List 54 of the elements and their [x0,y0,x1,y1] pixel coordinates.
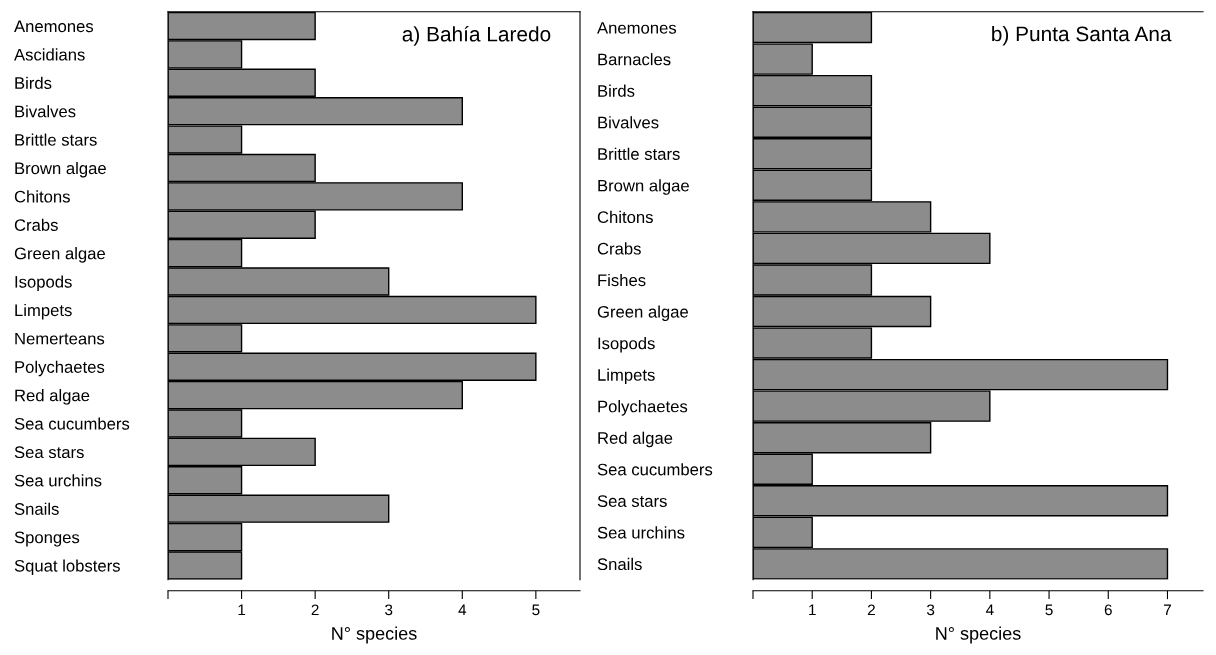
y-tick-label: Fishes [598,273,646,287]
y-tick-label: Sponges [14,531,80,547]
y-tick-label: Sea stars [14,446,84,459]
x-tick-label: 5 [1045,604,1053,616]
x-tick-label: 4 [458,604,467,616]
text: a) Bahía Laredo [402,25,551,46]
y-tick-label: Anemones [597,22,677,34]
y-tick-label: Squat lobsters [14,559,120,575]
y-tick-label: Snails [597,557,642,571]
x-tick-label: 4 [985,604,994,616]
y-tick-label: Polychaetes [598,400,688,416]
y-tick-label: Ascidians [14,48,85,61]
y-tick-label: Chitons [597,210,653,224]
y-tick-label: Sea cucumbers [597,463,713,476]
x-axis-title: N° species [332,626,417,644]
y-tick-label: Sea urchins [597,526,685,539]
y-tick-label: Birds [15,76,52,89]
y-tick-label: Sea urchins [14,474,102,487]
x-tick-label: 2 [867,604,875,616]
text: b) Punta Santa Ana [992,25,1172,46]
x-tick-label: 1 [809,604,816,616]
x-tick-label: 1 [238,604,246,616]
x-tick-label: 7 [1164,604,1171,616]
y-tick-label: Brittle stars [598,147,680,160]
y-tick-label: Brittle stars [15,133,97,146]
x-tick-label: 3 [926,604,935,616]
y-tick-label: Anemones [14,20,94,33]
y-tick-label: Green algae [14,247,105,263]
y-tick-label: Red algae [15,389,90,405]
y-tick-label: Brown algae [15,161,106,178]
y-tick-label: Crabs [597,242,641,255]
x-tick-label: 6 [1104,604,1112,616]
y-tick-label: Bivalves [15,105,76,118]
y-tick-label: Crabs [14,218,58,231]
y-tick-label: Limpets [598,368,655,385]
y-tick-label: Nemerteans [15,332,105,345]
y-tick-label: Isopods [15,275,72,292]
y-tick-label: Isopods [598,337,655,353]
y-tick-label: Snails [14,502,59,515]
y-tick-label: Polychaetes [15,360,105,377]
x-tick-label: 2 [311,604,319,616]
y-tick-label: Bivalves [598,116,659,129]
y-tick-label: Green algae [597,305,688,321]
y-tick-label: Sea cucumbers [14,417,130,430]
y-tick-label: Sea stars [597,495,667,508]
y-tick-label: Barnacles [598,53,671,66]
y-tick-label: Limpets [15,303,72,320]
y-tick-label: Chitons [14,190,70,203]
x-tick-label: 5 [532,604,540,616]
x-tick-label: 3 [385,604,393,616]
x-axis-title: N° species [936,626,1021,644]
y-tick-label: Birds [598,84,635,97]
y-tick-label: Red algae [598,431,673,448]
y-tick-label: Brown algae [598,179,689,195]
